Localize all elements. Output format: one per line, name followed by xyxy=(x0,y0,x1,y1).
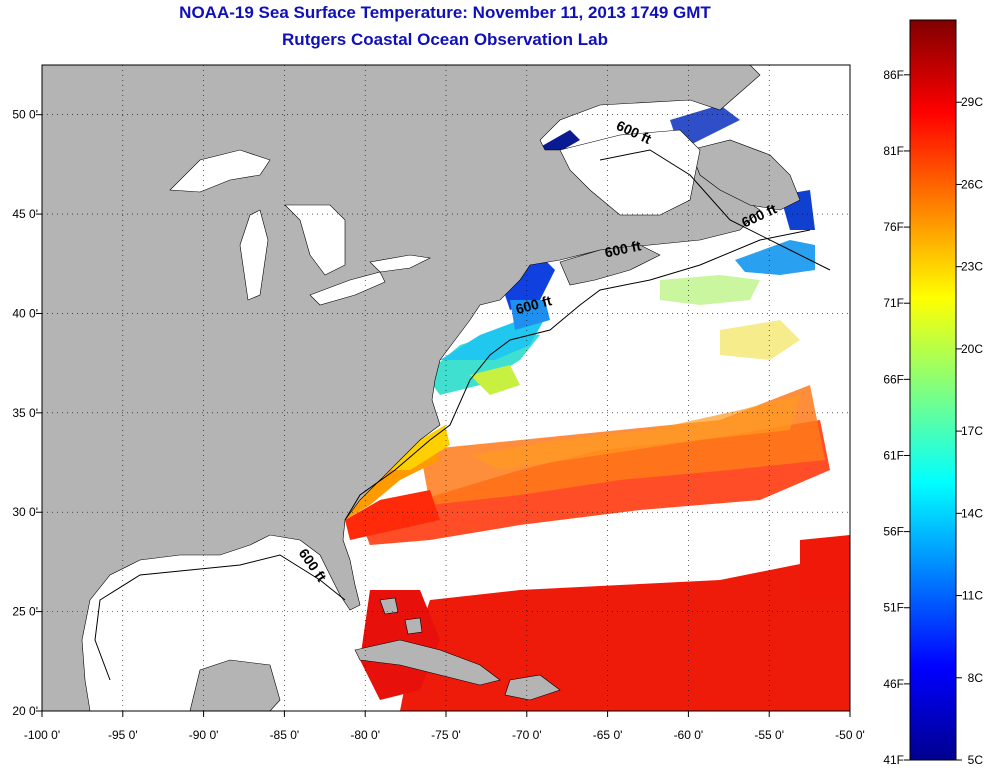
land xyxy=(42,65,801,711)
colorbar: 86F 81F 76F 71F 66F 61F 56F 51F 46F 41F 29C 26C 23C… xyxy=(883,19,983,767)
great-lakes xyxy=(169,149,431,306)
colorbar-gradient xyxy=(909,19,957,761)
lat-tick-label: 35 0' xyxy=(12,406,38,420)
longitude-axis: -100 0' -95 0' -90 0' -85 0' -80 0' -75 0' -70… xyxy=(24,711,865,742)
c-label: 23C xyxy=(961,260,983,274)
lat-tick-label: 45 0' xyxy=(12,207,38,221)
f-label: 81F xyxy=(883,144,904,158)
lon-tick-label: -70 0' xyxy=(512,728,542,742)
lon-tick-label: -55 0' xyxy=(754,728,784,742)
colorbar-fahrenheit-labels: 86F 81F 76F 71F 66F 61F 56F 51F 46F 41F xyxy=(883,68,910,767)
lon-tick-label: -90 0' xyxy=(189,728,219,742)
isobath-label: 600 ft xyxy=(603,237,642,260)
f-label: 51F xyxy=(883,601,904,615)
c-label: 11C xyxy=(962,589,983,603)
lon-tick-label: -60 0' xyxy=(674,728,704,742)
lon-tick-label: -85 0' xyxy=(270,728,300,742)
c-label: 20C xyxy=(961,342,983,356)
lat-tick-label: 20 0' xyxy=(12,704,38,718)
c-label: 29C xyxy=(961,95,983,109)
f-label: 76F xyxy=(883,220,904,234)
colorbar-celsius-labels: 29C 26C 23C 20C 17C 14C 11C 8C 5C xyxy=(956,95,983,767)
c-label: 26C xyxy=(961,177,983,191)
c-label: 17C xyxy=(961,424,983,438)
f-label: 61F xyxy=(883,448,904,462)
latitude-axis: 20 0' 25 0' 30 0' 35 0' 40 0' 45 0' 50 0' xyxy=(12,108,42,718)
lat-tick-label: 30 0' xyxy=(12,505,38,519)
f-label: 66F xyxy=(883,372,904,386)
lon-tick-label: -75 0' xyxy=(431,728,461,742)
c-label: 5C xyxy=(968,753,984,767)
isobath-600ft xyxy=(94,149,831,681)
f-label: 71F xyxy=(883,296,904,310)
c-label: 8C xyxy=(968,671,984,685)
c-label: 14C xyxy=(961,506,983,520)
lon-tick-label: -100 0' xyxy=(24,728,60,742)
f-label: 86F xyxy=(883,68,904,82)
gulf-st-lawrence xyxy=(559,129,701,216)
f-label: 41F xyxy=(883,753,904,767)
lon-tick-label: -50 0' xyxy=(835,728,865,742)
lon-tick-label: -95 0' xyxy=(108,728,138,742)
sst-field xyxy=(170,105,850,711)
lon-tick-label: -80 0' xyxy=(350,728,380,742)
lat-tick-label: 25 0' xyxy=(12,605,38,619)
lat-tick-label: 50 0' xyxy=(12,108,38,122)
map-title: NOAA-19 Sea Surface Temperature: Novembe… xyxy=(179,3,711,22)
f-label: 56F xyxy=(883,525,904,539)
lon-tick-label: -65 0' xyxy=(593,728,623,742)
lat-tick-label: 40 0' xyxy=(12,306,38,320)
f-label: 46F xyxy=(883,677,904,691)
map-subtitle: Rutgers Coastal Ocean Observation Lab xyxy=(282,30,608,49)
